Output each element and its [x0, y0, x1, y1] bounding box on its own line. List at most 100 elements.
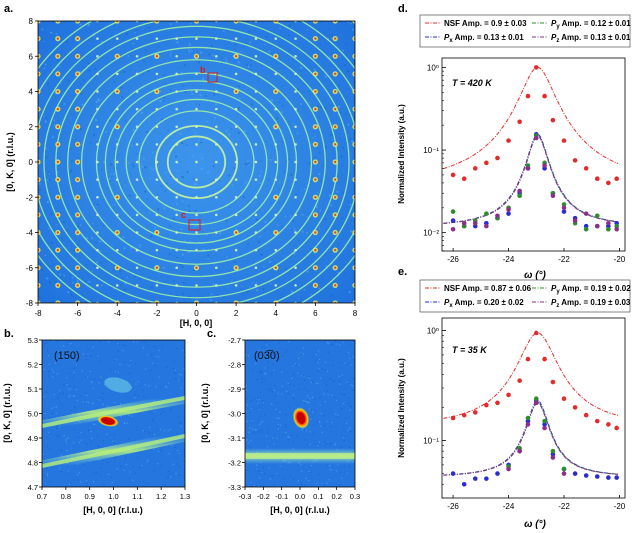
bragg-peak: [294, 125, 297, 129]
data-point-nsf: [561, 138, 567, 143]
data-point-nsf: [472, 166, 478, 171]
marker-c-label: c: [181, 210, 186, 220]
data-point-pz: [594, 223, 600, 229]
data-point-pz: [517, 188, 522, 194]
bragg-peak: [115, 143, 119, 146]
data-point-nsf: [572, 158, 578, 163]
data-point-pz: [450, 226, 456, 232]
bragg-peak: [155, 160, 159, 164]
panel-c-ytick-label: -3.1: [228, 434, 241, 443]
data-point-nsf: [484, 402, 489, 408]
bragg-peak: [254, 143, 258, 146]
bragg-peak: [332, 177, 338, 183]
bragg-peak: [215, 37, 218, 40]
bragg-peak: [294, 90, 297, 93]
bragg-peak: [115, 72, 119, 76]
bragg-peak: [254, 213, 258, 217]
bragg-peak: [55, 36, 61, 42]
panel-a-diffraction: [38, 21, 355, 303]
bragg-peak: [274, 284, 278, 287]
panel-b-xtick-label: 1.3: [180, 492, 190, 501]
panel-e-ytick-label: 10⁰: [427, 327, 439, 336]
panel-b-xtick-label: 0.8: [61, 492, 71, 501]
bragg-peak: [55, 124, 61, 130]
panel-c-ytick-label: -3.0: [228, 410, 241, 419]
panel-d-label: d.: [398, 3, 408, 15]
bragg-peak: [195, 284, 198, 287]
panel-e-label: e.: [398, 266, 407, 278]
bragg-peak: [115, 178, 119, 181]
data-point-py: [561, 466, 567, 472]
bragg-peak: [215, 125, 218, 129]
data-point-nsf: [614, 425, 619, 431]
bragg-peak: [135, 195, 139, 199]
bragg-peak: [75, 229, 81, 236]
panel-d-xtick-label: -22: [558, 255, 570, 264]
panel-d-xtick-label: -26: [447, 255, 459, 264]
data-point-nsf: [506, 392, 511, 398]
data-point-pz: [533, 400, 539, 406]
panel-b-ylabel: [0, K, 0] (r.l.u.): [2, 383, 12, 443]
bragg-peak: [135, 107, 139, 111]
bragg-peak: [294, 54, 297, 58]
panel-a-ytick-label: 8: [29, 17, 34, 26]
bragg-peak: [234, 37, 238, 40]
bragg-peak: [215, 107, 218, 111]
panel-a-xticks: -8 -6 -4 -2 0 2 4 6 8: [34, 303, 358, 318]
data-point-nsf: [542, 93, 547, 99]
bragg-peak: [154, 229, 160, 236]
panel-a-ytick-label: -6: [26, 264, 34, 273]
panel-e-legend-label: Py Amp. = 0.19 ± 0.02: [551, 284, 631, 295]
panel-d-legend-label: Py Amp. = 0.12 ± 0.01: [551, 19, 631, 30]
bragg-peak: [175, 284, 178, 287]
data-point-px: [506, 211, 511, 216]
bragg-peak: [55, 106, 61, 112]
bragg-peak: [115, 284, 119, 287]
data-point-nsf: [572, 405, 578, 410]
bragg-peak: [254, 90, 258, 93]
panel-a-ytick-label: 0: [29, 158, 34, 167]
bragg-peak: [254, 37, 258, 40]
bragg-peak: [75, 53, 81, 59]
data-point-nsf: [542, 356, 547, 362]
bragg-peak: [215, 231, 218, 234]
bragg-peak: [96, 143, 99, 146]
bragg-peak: [155, 213, 159, 217]
data-point-px: [594, 474, 600, 479]
bragg-peak: [75, 247, 81, 253]
data-point-nsf: [525, 356, 531, 362]
bragg-peak: [332, 53, 338, 59]
bragg-peak: [312, 88, 318, 95]
data-point-pz: [533, 135, 539, 141]
data-point-px: [461, 481, 467, 487]
bragg-peak: [175, 107, 178, 111]
powder-ring: [80, 59, 313, 265]
panel-b-xticks: 0.7 0.8 0.9 1.0 1.1 1.2 1.3: [37, 487, 190, 501]
bragg-peak: [233, 229, 239, 236]
panel-c-xtick-label: 0.2: [331, 492, 341, 501]
bragg-peak: [96, 72, 99, 76]
data-point-pz: [606, 220, 611, 226]
panel-c-ytick-label: -3.3: [228, 483, 241, 492]
bragg-peak: [332, 141, 338, 147]
bragg-peak: [175, 125, 178, 129]
bragg-peak: [234, 178, 238, 181]
panel-e-xtick-label: -24: [503, 502, 515, 511]
panel-e-legend-item: Py Amp. = 0.19 ± 0.02: [532, 284, 631, 295]
panel-e-plot: -26 -24 -22 -20 10⁰ 10⁻¹: [423, 327, 626, 511]
bragg-peak: [273, 229, 279, 236]
bragg-peak: [215, 178, 218, 181]
bragg-peak: [274, 107, 278, 111]
panel-e-xtick-label: -22: [558, 502, 570, 511]
bragg-peak: [114, 229, 120, 236]
bragg-peak: [254, 54, 258, 58]
bragg-peak: [254, 284, 258, 287]
bragg-peak: [254, 195, 258, 199]
panel-a-xtick-label: -8: [34, 309, 42, 318]
bragg-peak: [96, 248, 99, 252]
panel-c-xtick-label: 0.1: [313, 492, 323, 501]
data-point-pz: [583, 211, 589, 216]
panel-b-label: b.: [4, 328, 14, 340]
bragg-peak: [215, 266, 218, 270]
